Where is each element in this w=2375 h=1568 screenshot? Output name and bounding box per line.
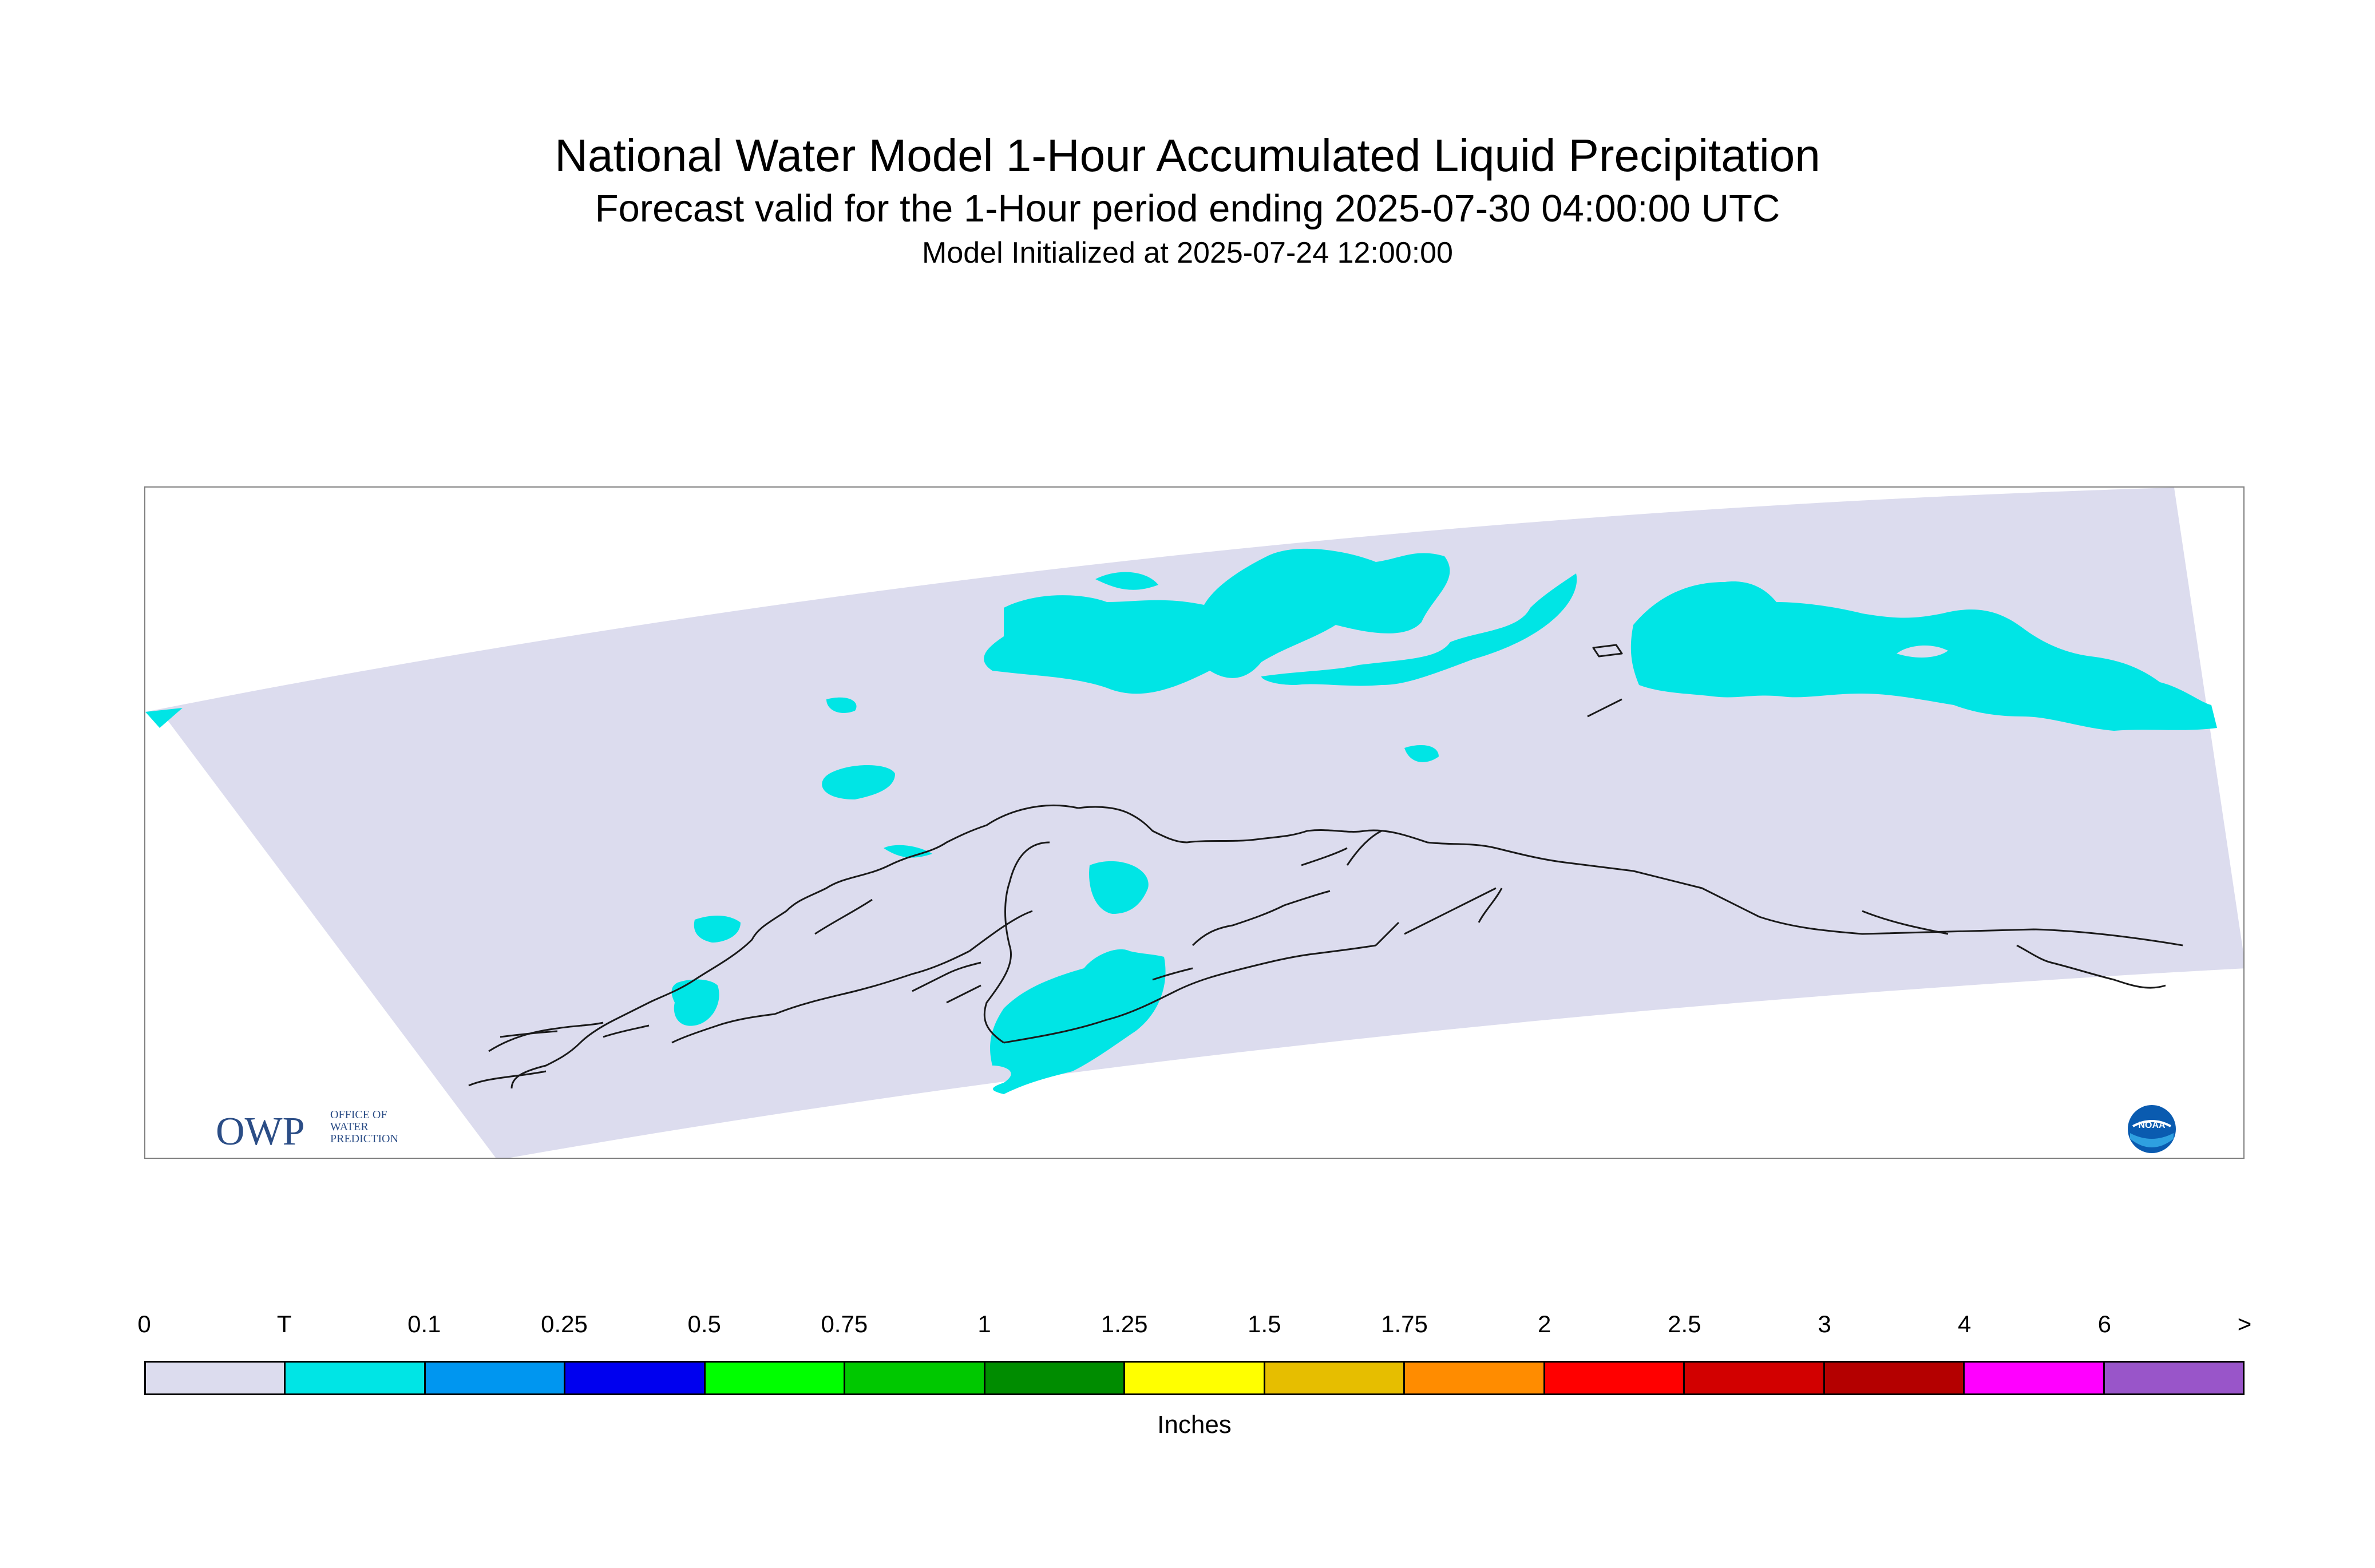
legend-swatch: [425, 1363, 566, 1393]
legend-tick-label: 2.5: [1668, 1310, 1701, 1337]
coastlines: [468, 644, 2183, 1089]
legend-swatch: [705, 1363, 846, 1393]
legend-units-label: Inches: [1157, 1411, 1232, 1439]
legend-swatch: [1965, 1363, 2105, 1393]
legend-tick-label: T: [276, 1310, 292, 1337]
legend-tick-label: >: [2237, 1310, 2252, 1337]
legend-swatch: [565, 1363, 706, 1393]
legend-swatch: [146, 1363, 286, 1393]
legend-colorbar: [144, 1361, 2245, 1395]
legend-swatch: [1824, 1363, 1965, 1393]
legend-tick-label: 1: [977, 1310, 991, 1337]
legend-tick-label: 1.25: [1101, 1310, 1148, 1337]
map-subtitle: Forecast valid for the 1-Hour period end…: [595, 187, 1780, 230]
color-legend: 0 T 0.1 0.25 0.5 0.75 1 1.25 1.5 1.75 2 2.5 3 4 6 > Inc…: [137, 1310, 2251, 1439]
legend-swatch: [1265, 1363, 1406, 1393]
owp-mark: OWP: [216, 1110, 305, 1154]
noaa-logo: NOAA: [2127, 1104, 2176, 1154]
map-title: National Water Model 1-Hour Accumulated …: [555, 130, 1820, 181]
precipitation-areas: [145, 548, 2217, 1094]
noaa-text: NOAA: [2138, 1120, 2166, 1130]
legend-tick-label: 3: [1818, 1310, 1831, 1337]
owp-logo: OWP OFFICE OF WATER PREDICTION: [216, 1104, 422, 1156]
legend-tick-label: 0.5: [687, 1310, 721, 1337]
legend-swatch: [1685, 1363, 1825, 1393]
legend-swatch: [845, 1363, 985, 1393]
model-init-label: Model Initialized at 2025-07-24 12:00:00: [922, 236, 1453, 270]
map-canvas: [145, 488, 2243, 1158]
legend-swatch: [286, 1363, 426, 1393]
legend-swatch: [1545, 1363, 1685, 1393]
legend-tick-label: 1.75: [1381, 1310, 1428, 1337]
precipitation-map[interactable]: [144, 486, 2245, 1159]
legend-swatch: [2104, 1363, 2243, 1393]
legend-swatch: [1405, 1363, 1545, 1393]
legend-tick-label: 2: [1537, 1310, 1551, 1337]
legend-tick-label: 4: [1957, 1310, 1972, 1337]
owp-text: OFFICE OF WATER PREDICTION: [330, 1108, 398, 1145]
legend-tick-label: 0.25: [541, 1310, 588, 1337]
legend-tick-label: 0.75: [821, 1310, 868, 1337]
legend-tick-label: 6: [2097, 1310, 2112, 1337]
legend-tick-label: 1.5: [1248, 1310, 1281, 1337]
model-domain: [145, 488, 2243, 1158]
legend-swatch: [1125, 1363, 1265, 1393]
legend-swatch: [985, 1363, 1126, 1393]
legend-tick-label: 0: [137, 1310, 151, 1337]
legend-tick-label: 0.1: [407, 1310, 441, 1337]
